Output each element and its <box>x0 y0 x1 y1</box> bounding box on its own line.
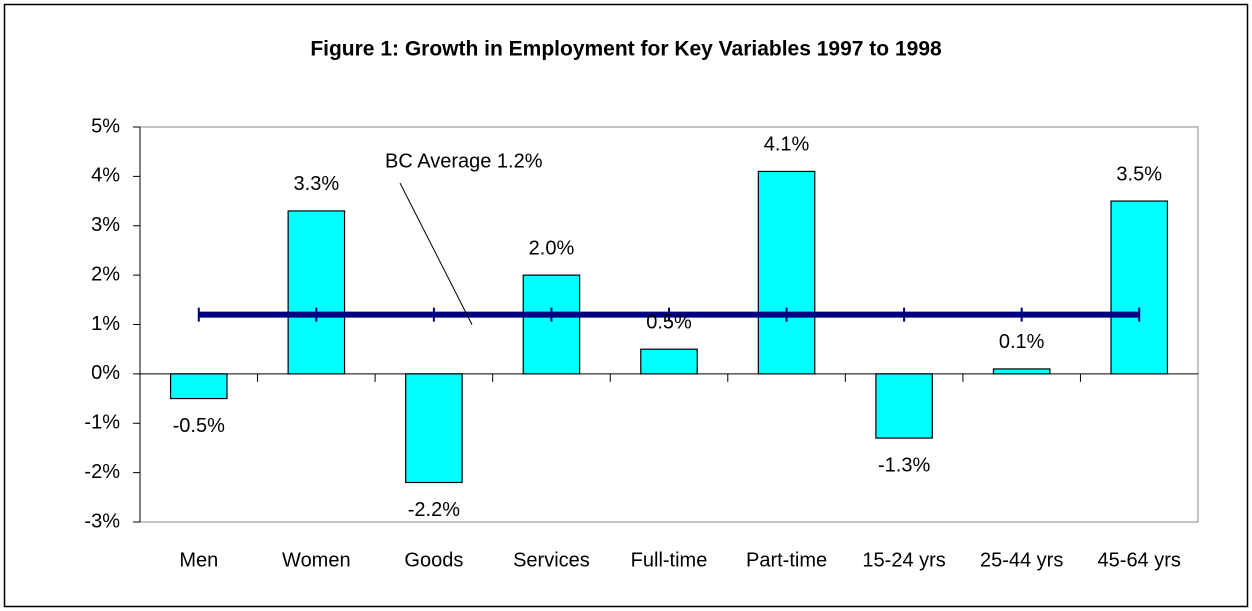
y-tick-label: -3% <box>84 510 120 532</box>
annotation-pointer <box>399 182 473 325</box>
y-tick-label: -2% <box>84 461 120 483</box>
value-label: 0.5% <box>646 311 692 333</box>
chart-frame <box>3 3 1249 608</box>
y-tick-label: 3% <box>91 214 120 236</box>
value-label: 3.3% <box>294 173 340 195</box>
y-tick-label: 5% <box>91 115 120 137</box>
y-tick-label: 4% <box>91 165 120 187</box>
y-tick-label: 0% <box>91 362 120 384</box>
bar <box>522 274 581 375</box>
bar <box>169 373 228 400</box>
value-label: -1.3% <box>878 454 930 476</box>
x-tick-label: Goods <box>404 549 463 571</box>
bar <box>405 373 463 484</box>
chart-title: Figure 1: Growth in Employment for Key V… <box>310 38 942 61</box>
value-label: -0.5% <box>173 415 225 437</box>
x-tick-label: 15-24 yrs <box>862 549 945 571</box>
y-tick-label: -1% <box>84 412 120 434</box>
x-tick-label: Women <box>282 549 351 571</box>
x-tick-label: Full-time <box>631 549 708 571</box>
x-tick-label: Services <box>513 549 590 571</box>
value-label: -2.2% <box>408 499 460 521</box>
bar <box>640 348 698 375</box>
value-label: 4.1% <box>764 134 810 156</box>
x-tick-label: Part-time <box>746 549 827 571</box>
x-tick-label: Men <box>179 549 218 571</box>
bar <box>992 368 1051 375</box>
x-tick-label: 25-44 yrs <box>980 549 1063 571</box>
value-label: 2.0% <box>529 237 575 259</box>
y-tick-label: 2% <box>91 263 120 285</box>
value-label: 3.5% <box>1116 163 1162 185</box>
bar <box>1110 200 1169 375</box>
annotation: BC Average 1.2% <box>385 150 543 172</box>
x-tick-label: 45-64 yrs <box>1098 549 1181 571</box>
bar <box>875 373 933 439</box>
bar <box>757 170 816 375</box>
bar <box>287 210 346 375</box>
y-tick-label: 1% <box>91 313 120 335</box>
value-label: 0.1% <box>999 331 1045 353</box>
